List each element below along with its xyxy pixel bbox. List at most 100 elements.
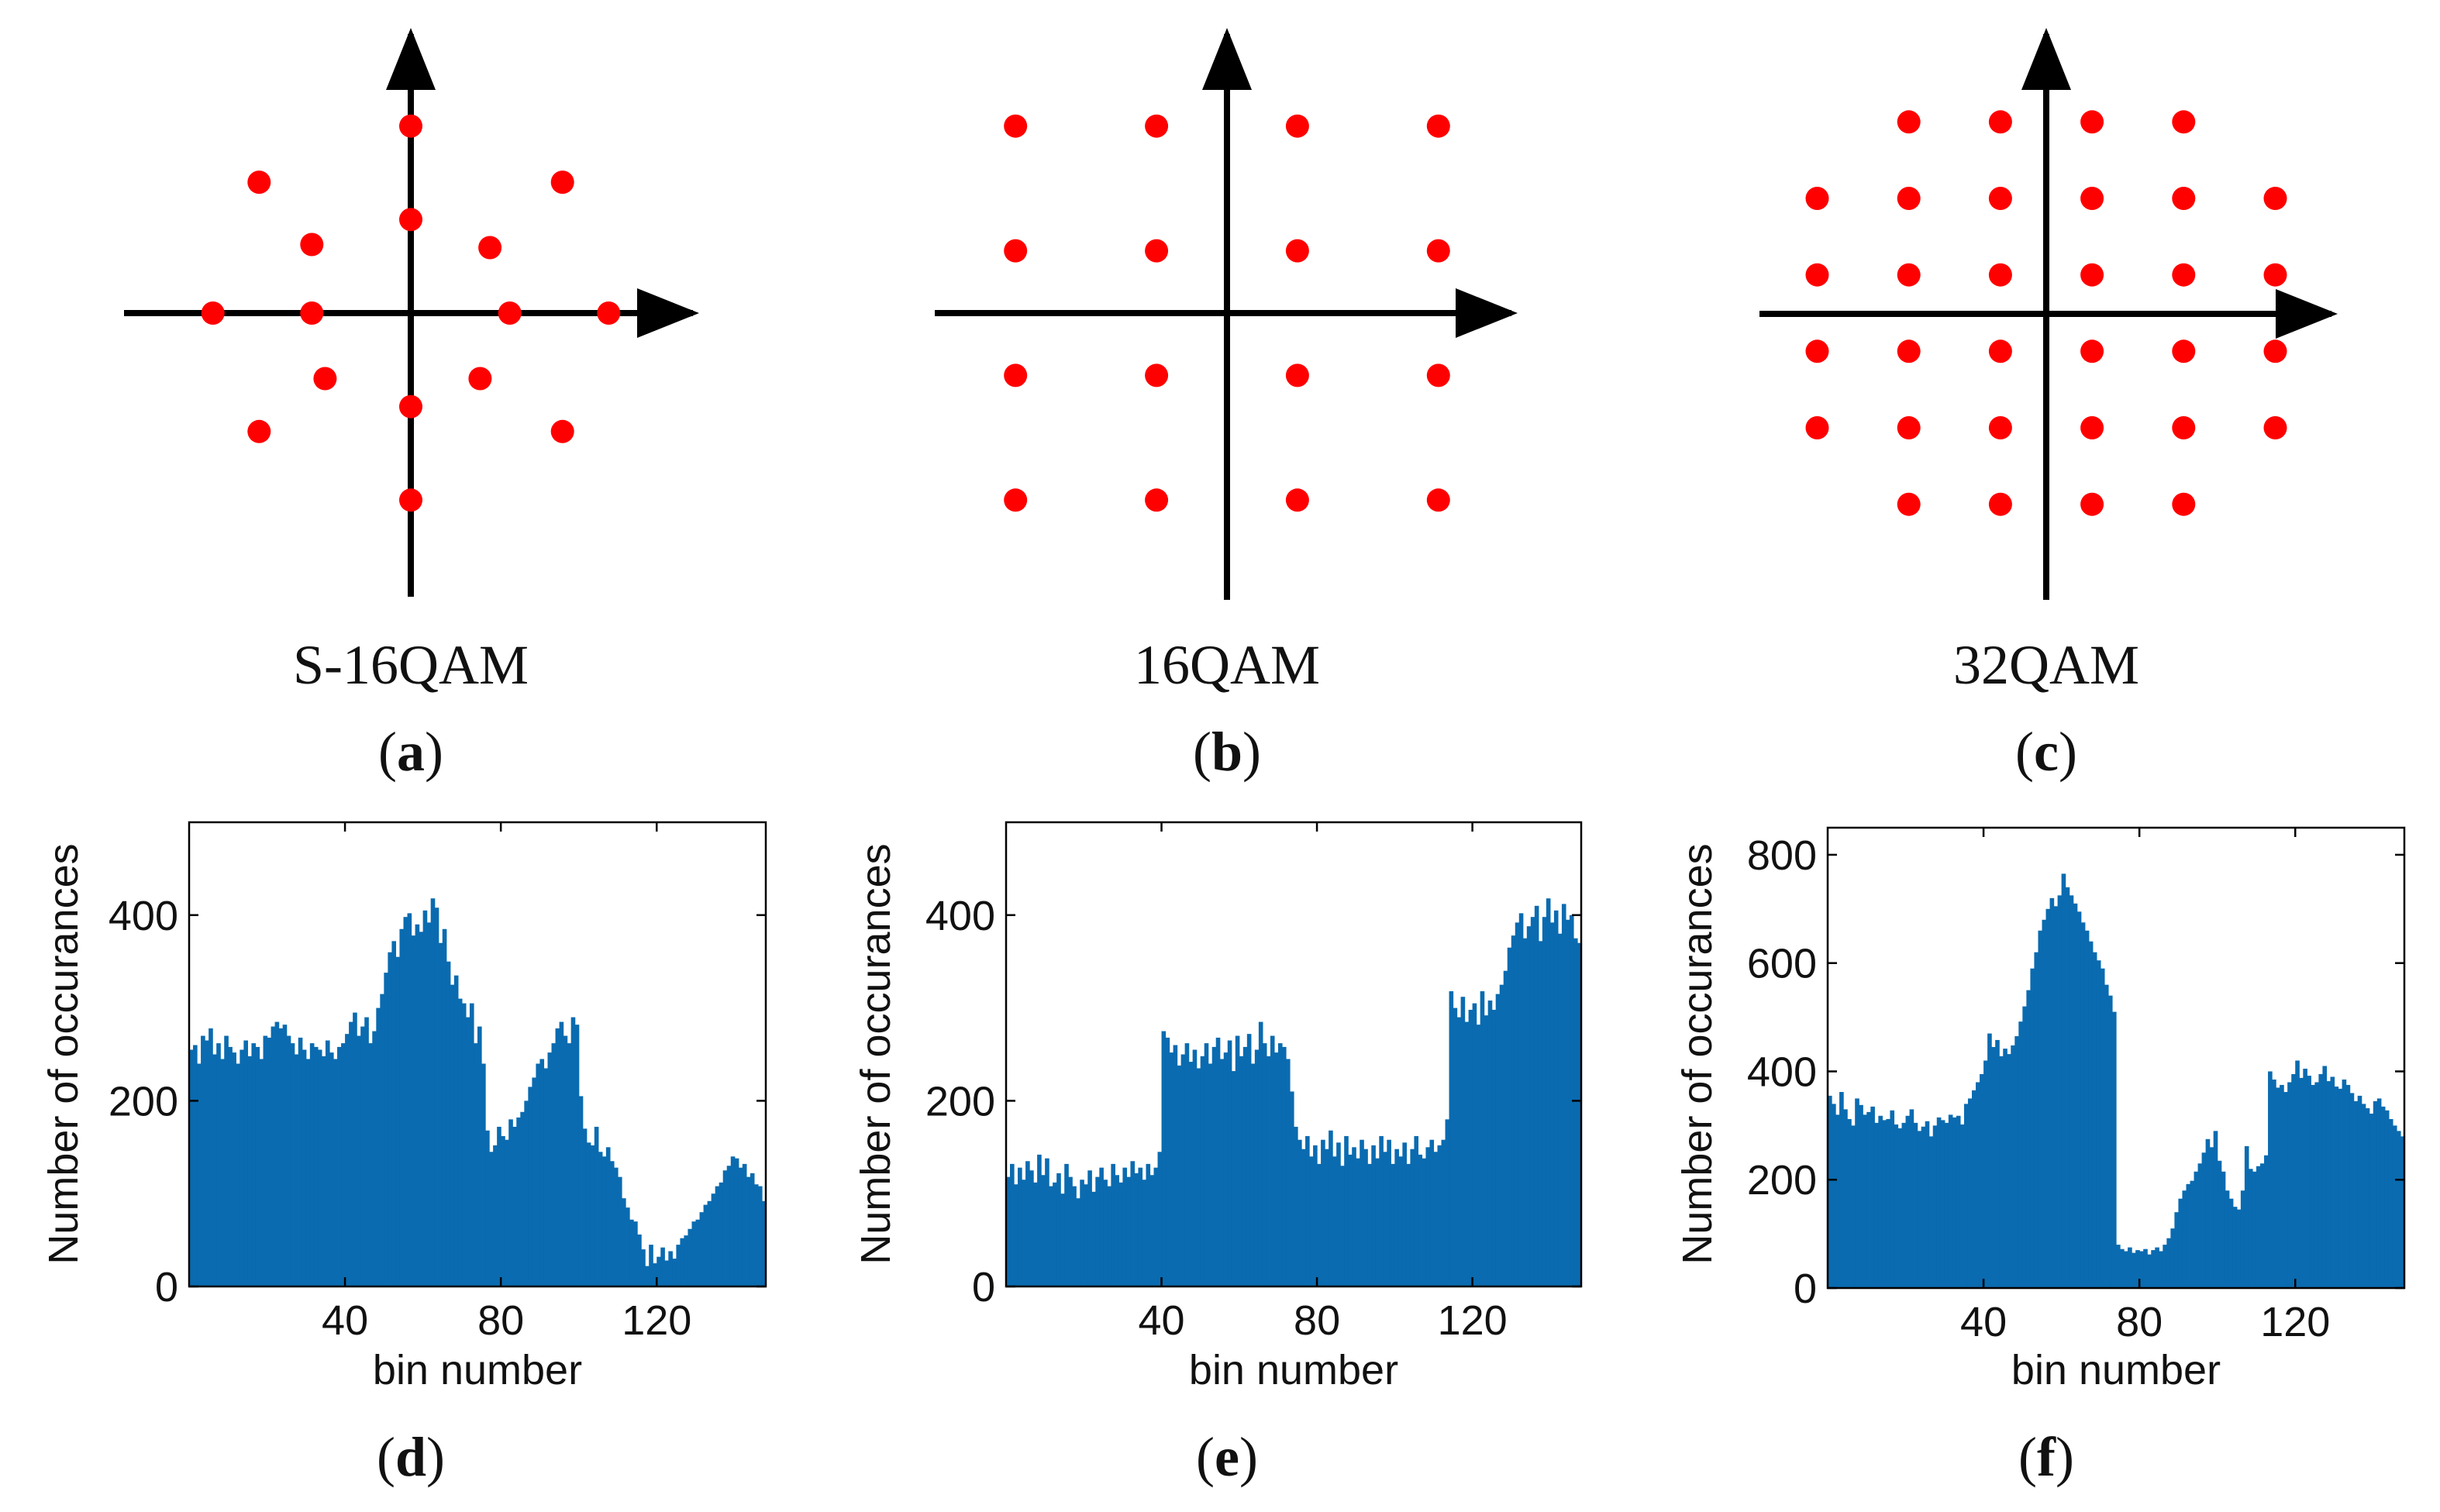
histogram-s16qam: 40 80 120 0 200 400 bin number Number of occu… (40, 821, 767, 1393)
constellation-point (2263, 263, 2287, 287)
histogram-bar (1394, 1149, 1399, 1286)
histogram-bar (536, 1063, 541, 1286)
histogram-bar (1122, 1167, 1128, 1286)
histogram-bar (676, 1245, 681, 1286)
histogram-bar (465, 1017, 470, 1286)
histogram-bar (609, 1161, 615, 1286)
axis-ticks: 40 80 120 0 200 400 (925, 822, 1581, 1344)
histogram-bar (2003, 1049, 2007, 1288)
constellation-point (1897, 416, 1921, 439)
histogram-bar (2213, 1131, 2218, 1288)
histogram-bar (2384, 1110, 2390, 1288)
histogram-bar (2217, 1160, 2222, 1288)
histogram-bar (543, 1068, 549, 1286)
histogram-bar (2248, 1169, 2253, 1288)
histogram-bar (1115, 1175, 1119, 1286)
histogram-bar (2365, 1107, 2370, 1288)
histogram-bar (703, 1204, 708, 1286)
constellation-point (1145, 488, 1169, 512)
histogram-bar (2342, 1079, 2347, 1288)
histogram-bar (1464, 1021, 1470, 1286)
histogram-bar (1049, 1186, 1053, 1286)
constellation-point (1897, 339, 1921, 363)
histogram-bar (302, 1049, 307, 1286)
histogram-bar (2205, 1138, 2211, 1288)
panel-letter: c (2034, 721, 2059, 783)
constellation-point (247, 170, 271, 195)
histogram-bar (637, 1234, 642, 1286)
constellation-point (1004, 363, 1028, 387)
histogram-bar (539, 1059, 545, 1286)
histogram-bar (1161, 1031, 1167, 1286)
histogram-bar (1053, 1182, 1057, 1286)
histogram-bar (345, 1034, 350, 1286)
histogram-bar (2225, 1190, 2230, 1288)
y-axis-label: Number of occurances (853, 843, 899, 1264)
histogram-bar (691, 1221, 697, 1286)
histogram-bar (2182, 1190, 2187, 1288)
histogram-bar (1959, 1124, 1965, 1288)
histogram-bar (1901, 1122, 1907, 1288)
y-tick-label: 0 (1794, 1266, 1817, 1312)
panel-label-c: (c) (2015, 721, 2077, 783)
histogram-bar (243, 1040, 249, 1286)
y-tick-label: 0 (155, 1264, 178, 1311)
histogram-bar (360, 1026, 365, 1286)
histogram-bar (1882, 1120, 1887, 1288)
histogram-bar (2007, 1054, 2011, 1288)
histogram-bar (1995, 1039, 2000, 1288)
histogram-bar (1313, 1145, 1318, 1286)
histogram-bar (1530, 917, 1535, 1286)
histogram-bar (2361, 1104, 2366, 1288)
histogram-bar (197, 1063, 202, 1286)
histogram-bar (415, 924, 420, 1286)
histogram-bar (1909, 1109, 1914, 1288)
histogram-bar (422, 910, 428, 1286)
histogram-bar (263, 1035, 268, 1286)
histogram-bar (1188, 1062, 1194, 1286)
histogram-bar (1025, 1161, 1030, 1286)
histogram-bar (680, 1238, 685, 1286)
histogram-bar (601, 1156, 607, 1286)
histogram-bar (481, 1063, 486, 1286)
histogram-bar (2139, 1251, 2144, 1288)
histogram-bar (1963, 1104, 1969, 1288)
histogram-bar (1398, 1156, 1403, 1286)
histogram-bar (1289, 1091, 1294, 1286)
histogram-bar (1557, 933, 1563, 1286)
constellation-point (1897, 110, 1921, 134)
x-tick-label: 80 (2116, 1299, 2163, 1345)
histogram-bar (1925, 1121, 1930, 1288)
histogram-bar (220, 1059, 225, 1286)
histogram-bar (2353, 1100, 2359, 1288)
histogram-bar (1515, 922, 1520, 1286)
histogram-bar (1507, 947, 1512, 1286)
histogram-bar (247, 1056, 253, 1286)
histogram-bar (1835, 1114, 1840, 1288)
histogram-bar (357, 1035, 361, 1286)
histogram-bar (746, 1176, 751, 1286)
constellation-point (1988, 416, 2012, 439)
histogram-bar (1503, 970, 1508, 1286)
histogram-bar (2143, 1249, 2148, 1288)
histogram-bar (2053, 906, 2059, 1288)
histogram-bar (267, 1037, 272, 1286)
histogram-bar (1460, 997, 1466, 1286)
panel-letter: a (397, 721, 425, 783)
histogram-bar (1196, 1068, 1201, 1286)
histogram-bar (555, 1028, 560, 1286)
histogram-bar (2252, 1171, 2257, 1288)
constellation-point (1426, 239, 1450, 263)
panel-label-d: (d) (377, 1426, 445, 1488)
histogram-bar (2100, 968, 2105, 1288)
constellation-point (1145, 114, 1169, 138)
constellation-point (2080, 263, 2104, 287)
histogram-bar (1847, 1118, 1852, 1288)
histogram-bar (1859, 1104, 1863, 1288)
constellation-point (1897, 187, 1921, 210)
y-tick-label: 400 (1747, 1049, 1817, 1095)
histogram-bar (707, 1200, 712, 1286)
histogram-bar (1157, 1152, 1163, 1286)
histogram-bar (2163, 1245, 2167, 1288)
histogram-bar (1855, 1098, 1859, 1288)
